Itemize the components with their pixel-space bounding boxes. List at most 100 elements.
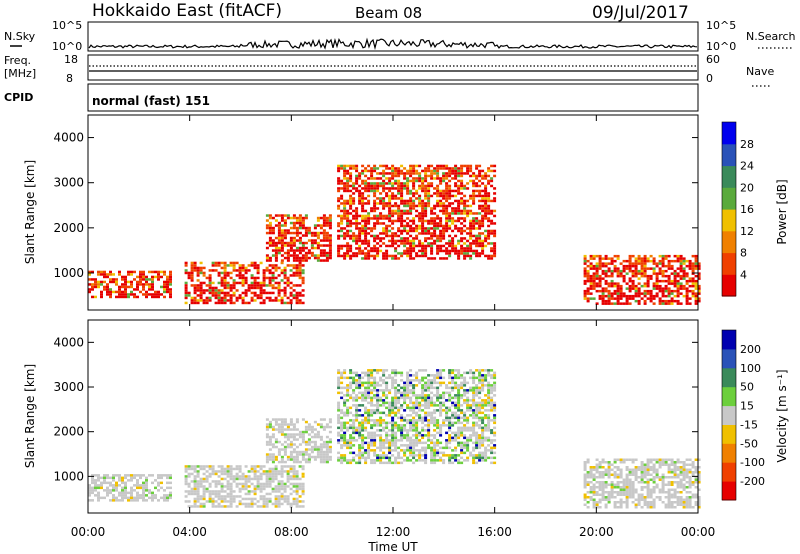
velocity-echo-cell <box>382 446 386 450</box>
power-echo-cell <box>391 227 395 230</box>
velocity-echo-cell <box>490 399 494 402</box>
power-echo-cell <box>184 294 188 297</box>
velocity-echo-cell <box>193 465 197 468</box>
velocity-echo-cell <box>454 401 458 405</box>
power-echo-cell <box>298 261 302 265</box>
velocity-echo-cell <box>274 438 278 441</box>
velocity-echo-cell <box>406 371 410 375</box>
velocity-echo-cell <box>214 480 218 483</box>
velocity-echo-cell <box>139 484 142 487</box>
power-echo-cell <box>400 189 404 193</box>
velocity-echo-cell <box>406 456 410 460</box>
power-echo-cell <box>286 279 290 282</box>
velocity-echo-cell <box>436 444 440 447</box>
velocity-echo-cell <box>277 418 281 421</box>
power-echo-cell <box>697 299 701 303</box>
power-echo-cell <box>490 184 494 188</box>
power-echo-cell <box>373 249 377 253</box>
power-echo-cell <box>478 212 482 215</box>
power-echo-cell <box>277 246 281 250</box>
power-echo-cell <box>598 262 602 265</box>
velocity-echo-cell <box>595 476 599 479</box>
power-echo-cell <box>271 241 275 245</box>
power-echo-cell <box>355 187 359 190</box>
velocity-echo-cell <box>433 421 437 425</box>
power-echo-cell <box>355 189 359 193</box>
velocity-echo-cell <box>316 430 320 434</box>
velocity-echo-cell <box>472 396 476 400</box>
power-echo-cell <box>421 222 425 225</box>
velocity-echo-cell <box>184 480 188 483</box>
power-echo-cell <box>679 267 683 270</box>
power-echo-cell <box>427 202 431 205</box>
power-echo-cell <box>235 261 239 265</box>
power-echo-cell <box>469 209 473 213</box>
power-echo-cell <box>130 285 133 289</box>
velocity-echo-cell <box>478 369 482 372</box>
velocity-echo-cell <box>316 433 320 436</box>
velocity-echo-cell <box>253 502 257 506</box>
power-echo-cell <box>391 174 395 178</box>
power-echo-cell <box>295 221 299 225</box>
power-echo-cell <box>376 242 380 245</box>
velocity-echo-cell <box>415 396 419 400</box>
power-echo-cell <box>412 194 416 198</box>
velocity-echo-cell <box>427 401 431 405</box>
power-echo-cell <box>307 226 311 230</box>
power-echo-cell <box>268 259 272 262</box>
power-echo-cell <box>328 221 332 225</box>
velocity-echo-cell <box>583 498 587 501</box>
velocity-echo-cell <box>400 379 404 382</box>
velocity-echo-cell <box>616 473 620 476</box>
power-echo-cell <box>697 262 701 265</box>
power-echo-cell <box>469 232 473 235</box>
velocity-echo-cell <box>439 424 443 427</box>
velocity-echo-cell <box>466 456 470 460</box>
velocity-echo-cell <box>400 456 404 460</box>
velocity-echo-cell <box>133 476 136 480</box>
power-echo-cell <box>445 204 449 208</box>
velocity-echo-cell <box>370 426 374 430</box>
power-echo-cell <box>484 174 488 178</box>
velocity-echo-cell <box>94 474 97 477</box>
power-echo-cell <box>445 247 449 250</box>
velocity-echo-cell <box>412 406 416 410</box>
velocity-echo-cell <box>409 419 413 422</box>
velocity-echo-cell <box>364 374 368 377</box>
velocity-echo-cell <box>274 472 278 476</box>
velocity-echo-cell <box>202 472 206 476</box>
velocity-echo-cell <box>136 481 139 485</box>
power-echo-cell <box>694 302 698 305</box>
power-echo-cell <box>367 217 371 220</box>
power-echo-cell <box>637 282 641 285</box>
velocity-echo-cell <box>196 485 200 488</box>
power-echo-cell <box>655 274 659 278</box>
velocity-echo-cell <box>592 483 596 486</box>
power-echo-cell <box>397 244 401 248</box>
velocity-echo-cell <box>289 433 293 436</box>
velocity-echo-cell <box>304 450 308 454</box>
velocity-echo-cell <box>460 429 464 432</box>
velocity-echo-cell <box>388 456 392 460</box>
power-echo-cell <box>400 222 404 225</box>
velocity-echo-cell <box>424 446 428 450</box>
power-echo-cell <box>589 262 593 265</box>
velocity-echo-cell <box>616 501 620 504</box>
power-echo-cell <box>682 277 686 280</box>
velocity-echo-cell <box>265 443 269 446</box>
power-echo-cell <box>214 301 218 305</box>
power-echo-cell <box>637 262 641 265</box>
velocity-echo-cell <box>325 450 329 454</box>
power-echo-cell <box>232 286 236 290</box>
velocity-echo-cell <box>319 458 323 461</box>
power-echo-cell <box>265 266 269 270</box>
power-echo-cell <box>250 291 254 295</box>
power-echo-cell <box>268 236 272 240</box>
velocity-echo-cell <box>187 490 191 493</box>
velocity-echo-cell <box>481 421 485 425</box>
power-echo-cell <box>478 237 482 240</box>
power-echo-cell <box>184 289 188 292</box>
power-echo-cell <box>244 269 248 272</box>
power-echo-cell <box>685 287 689 290</box>
velocity-echo-cell <box>295 497 299 501</box>
